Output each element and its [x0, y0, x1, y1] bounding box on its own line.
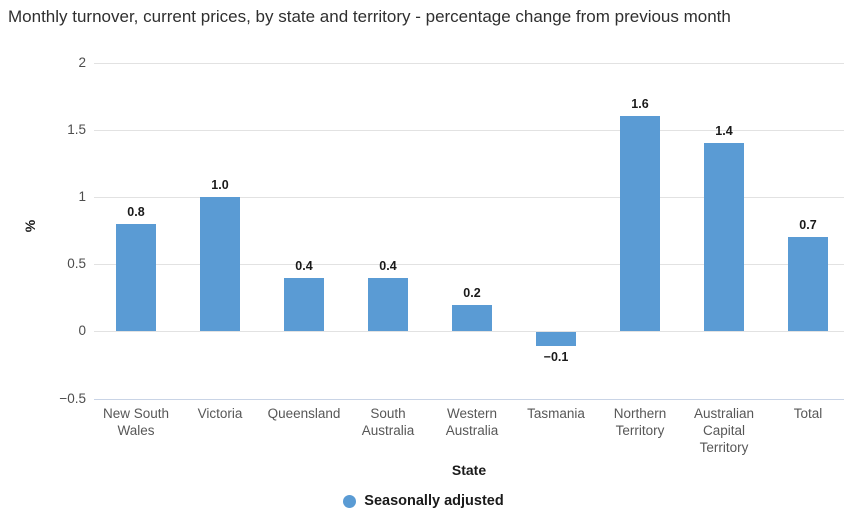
gridline	[94, 197, 844, 198]
bar[interactable]	[536, 332, 576, 346]
bar-value-label: 0.2	[463, 285, 481, 300]
bar-value-label: 1.6	[631, 97, 649, 112]
legend-label: Seasonally adjusted	[364, 493, 504, 509]
bar-value-label: 0.4	[379, 258, 397, 273]
x-tick-label: Western Australia	[445, 406, 499, 438]
x-tick-label: Northern Territory	[613, 406, 667, 438]
legend-dot-icon	[343, 494, 357, 508]
bar[interactable]	[788, 237, 828, 332]
y-tick-label: 1	[78, 189, 86, 204]
bar-value-label: 1.4	[715, 124, 733, 139]
x-tick-label: Queensland	[267, 406, 341, 421]
gridline	[94, 331, 844, 333]
bar-value-label: 0.7	[799, 218, 817, 233]
y-tick-label: 0.5	[67, 256, 86, 272]
x-tick-label: Tasmania	[527, 406, 585, 421]
bar[interactable]	[620, 116, 660, 332]
bar[interactable]	[284, 277, 324, 332]
x-tick-label: Victoria	[197, 406, 243, 421]
bar[interactable]	[200, 197, 240, 332]
bar[interactable]	[368, 277, 408, 332]
gridline	[94, 62, 844, 64]
y-tick-label: 0	[78, 323, 86, 339]
bar-value-label: 0.4	[295, 258, 313, 273]
bar[interactable]	[704, 143, 744, 332]
gridline	[94, 129, 844, 131]
x-tick-label: South Australia	[361, 406, 415, 438]
legend[interactable]: Seasonally adjusted	[0, 493, 847, 509]
x-axis-title: State	[451, 462, 487, 478]
y-tick-label: 2	[78, 54, 86, 70]
bar-value-label: 0.8	[127, 204, 145, 219]
x-tick-label: New South Wales	[102, 406, 170, 438]
gridline	[94, 398, 844, 400]
gridline	[94, 264, 844, 266]
x-tick-label: Total	[793, 406, 823, 421]
bar[interactable]	[116, 223, 156, 332]
y-tick-label: 1.5	[67, 121, 86, 137]
y-axis-title: %	[22, 219, 38, 233]
bar[interactable]	[452, 304, 492, 332]
bar-value-label: 1.0	[211, 178, 229, 192]
bar-value-label: −0.1	[543, 349, 569, 364]
chart-title: Monthly turnover, current prices, by sta…	[8, 7, 731, 26]
x-tick-label: Australian Capital Territory	[693, 406, 755, 455]
y-tick-label: −0.5	[59, 390, 86, 406]
